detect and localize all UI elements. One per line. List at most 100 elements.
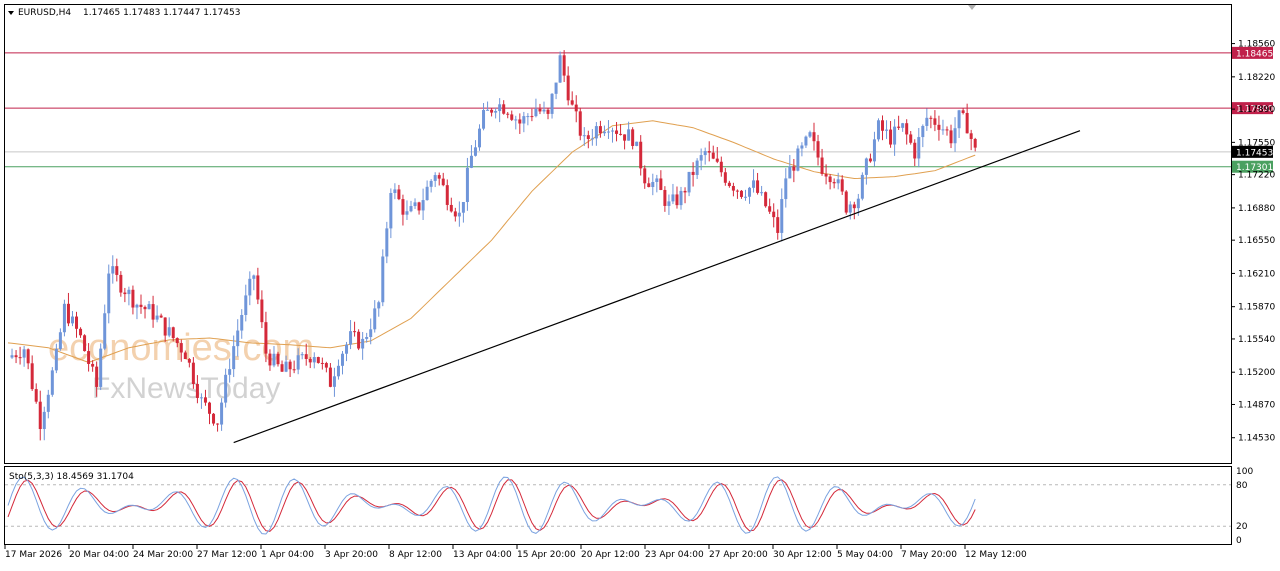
candle-body bbox=[534, 108, 538, 117]
candle-body bbox=[457, 212, 461, 217]
candle-body bbox=[542, 109, 546, 112]
candle-body bbox=[889, 129, 893, 145]
candle-body bbox=[135, 304, 139, 308]
candle-body bbox=[897, 126, 901, 128]
candle-body bbox=[425, 186, 429, 201]
candle-body bbox=[526, 116, 530, 118]
candle-body bbox=[719, 161, 723, 173]
candle-body bbox=[433, 175, 437, 181]
candle-body bbox=[115, 266, 119, 275]
candle-body bbox=[582, 135, 586, 137]
candle-body bbox=[167, 327, 171, 336]
candle-body bbox=[373, 308, 377, 330]
candle-body bbox=[570, 100, 574, 105]
candle-body bbox=[635, 141, 639, 146]
candle-body bbox=[752, 180, 756, 188]
candle-body bbox=[345, 344, 349, 354]
level-tag-resistance-1 bbox=[1232, 46, 1273, 59]
candle-body bbox=[276, 353, 280, 365]
time-tick-label: 17 Mar 2026 bbox=[5, 550, 62, 560]
candle-body bbox=[143, 306, 147, 310]
candle-body bbox=[941, 129, 945, 131]
stoch-header: Sto(5,3,3) 18.4569 31.1704 bbox=[9, 472, 134, 482]
candle-body bbox=[195, 383, 199, 398]
candle-body bbox=[66, 303, 70, 324]
candle-body bbox=[58, 332, 62, 349]
price-tick-label: 1.18220 bbox=[1238, 73, 1275, 83]
candle-body bbox=[619, 133, 623, 135]
scroll-marker-icon[interactable] bbox=[968, 5, 976, 10]
candle-body bbox=[208, 402, 211, 414]
candle-body bbox=[695, 160, 699, 175]
candle-body bbox=[292, 369, 296, 371]
candle-body bbox=[679, 190, 683, 206]
candle-body bbox=[248, 278, 252, 296]
candle-body bbox=[764, 192, 768, 207]
candle-body bbox=[486, 109, 490, 111]
watermark-fxnewstoday: FxNewsToday bbox=[92, 372, 280, 405]
candle-body bbox=[328, 367, 332, 387]
candle-body bbox=[965, 112, 969, 134]
candle-body bbox=[465, 167, 469, 203]
candle-body bbox=[792, 166, 796, 171]
candle-body bbox=[268, 353, 272, 366]
candle-body bbox=[473, 147, 477, 156]
candle-body bbox=[590, 138, 594, 140]
candle-body bbox=[602, 131, 606, 134]
candle-body bbox=[743, 196, 747, 198]
candle-body bbox=[95, 366, 99, 387]
candle-body bbox=[284, 361, 288, 372]
dropdown-triangle-icon[interactable] bbox=[8, 11, 14, 15]
candle-body bbox=[91, 363, 95, 367]
time-tick-label: 12 May 12:00 bbox=[965, 550, 1027, 560]
candle-body bbox=[357, 331, 361, 349]
candle-body bbox=[30, 363, 34, 390]
candle-body bbox=[50, 370, 54, 395]
candle-body bbox=[377, 302, 381, 309]
candle-body bbox=[369, 329, 373, 338]
candle-body bbox=[675, 194, 679, 206]
time-tick-label: 23 Apr 04:00 bbox=[645, 550, 704, 560]
price-tick-label: 1.15200 bbox=[1238, 368, 1275, 378]
candle-body bbox=[498, 104, 502, 112]
candle-body bbox=[203, 397, 207, 403]
candle-body bbox=[26, 349, 30, 364]
candle-body bbox=[562, 55, 566, 76]
candle-body bbox=[639, 141, 643, 169]
candle-body bbox=[756, 180, 760, 193]
candle-body bbox=[739, 190, 743, 197]
candle-body bbox=[304, 354, 308, 359]
candle-body bbox=[199, 397, 203, 399]
candle-body bbox=[159, 315, 163, 318]
price-tick-label: 1.14870 bbox=[1238, 400, 1275, 410]
price-tick-label: 1.14530 bbox=[1238, 434, 1275, 444]
candle-body bbox=[437, 175, 441, 179]
time-tick-label: 15 Apr 20:00 bbox=[517, 550, 576, 560]
candle-body bbox=[332, 376, 336, 387]
candle-body bbox=[240, 315, 244, 331]
candle-body bbox=[530, 116, 534, 118]
price-tick-label: 1.16880 bbox=[1238, 204, 1275, 214]
candle-body bbox=[522, 116, 526, 124]
candle-body bbox=[594, 126, 598, 139]
candle-body bbox=[828, 176, 832, 183]
candle-body bbox=[449, 204, 453, 212]
candle-body bbox=[731, 186, 735, 191]
time-tick-label: 7 May 20:00 bbox=[901, 550, 957, 560]
price-tick-label: 1.16210 bbox=[1238, 269, 1275, 279]
candle-body bbox=[70, 316, 74, 324]
candle-body bbox=[921, 125, 925, 138]
candle-body bbox=[482, 110, 486, 129]
candle-body bbox=[401, 199, 405, 215]
candle-body bbox=[945, 129, 949, 131]
candle-body bbox=[336, 365, 340, 377]
candle-body bbox=[38, 401, 42, 430]
candle-body bbox=[727, 182, 731, 187]
candle-body bbox=[296, 355, 300, 370]
candle-body bbox=[187, 359, 191, 363]
candle-body bbox=[288, 361, 292, 370]
stoch-scale-label: 80 bbox=[1236, 481, 1248, 491]
candle-body bbox=[119, 274, 123, 293]
candle-body bbox=[848, 204, 852, 213]
